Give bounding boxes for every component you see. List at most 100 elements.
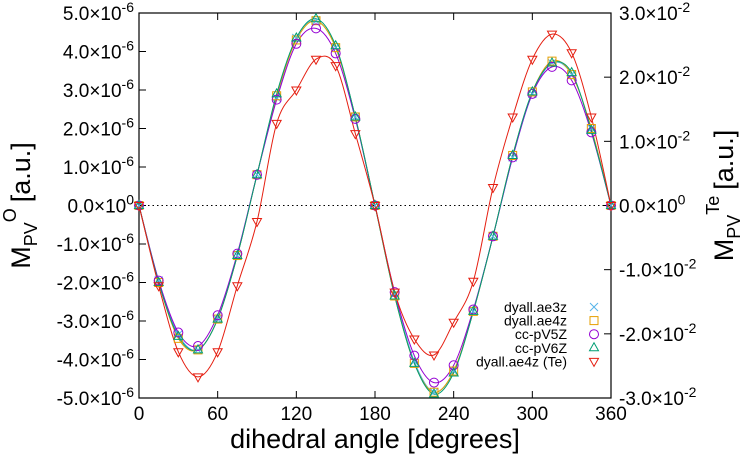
data-point-dyall-ae4z-te [290,86,302,97]
axis-label-unit: [a.u.] [6,142,36,202]
x-tick-label: 240 [438,404,470,425]
tick-times-ten: ×10 [645,197,677,218]
data-point-dyall-ae4z-te [133,202,145,212]
y-left-tick-label: 2.0×10-6 [63,115,134,141]
y-left-tick-label: -1.0×10-6 [57,230,135,256]
x-tick-label: 0 [134,404,145,425]
data-point-dyall-ae4z-te [153,282,165,292]
tick-times-ten: ×10 [645,68,677,89]
tick-times-ten: ×10 [89,4,121,25]
x-tick-label: 120 [280,404,312,425]
data-point-cc-pv5z [409,350,420,361]
tick-exponent: -2 [684,384,697,400]
axis-label-superscript: O [0,208,20,222]
data-point-dyall-ae4z-te [330,62,342,72]
data-point-cc-pv6z [290,32,302,42]
tick-mantissa: 2.0 [619,68,645,89]
tick-exponent: -6 [122,38,135,54]
data-point-cc-pv6z [408,357,420,367]
tick-exponent: 0 [126,192,134,208]
data-point-cc-pv6z [487,230,499,240]
data-point-dyall-ae4z-te [507,113,519,123]
legend-label-cc-pv5z: cc-pV5Z [515,326,568,342]
data-point-cc-pv5z [429,377,439,388]
data-point-dyall-ae4z-te [310,55,322,66]
data-point-cc-pv6z [192,343,204,354]
tick-exponent: -2 [684,256,697,272]
tick-mantissa: 2.0 [63,120,89,141]
data-point-cc-pv6z [330,39,342,50]
tick-times-ten: ×10 [94,197,126,218]
y-right-axis-label: MPVTe [a.u.] [703,130,744,262]
data-point-dyall-ae4z-te [271,119,283,130]
data-point-dyall-ae4z-te [192,373,204,383]
y-left-tick-label: -3.0×10-6 [57,307,135,333]
data-point-cc-pv6z [153,276,165,286]
tick-times-ten: ×10 [645,132,677,153]
data-point-cc-pv5z [271,94,282,105]
tick-times-ten: ×10 [89,351,121,372]
tick-exponent: -2 [678,127,691,143]
x-tick-label: 60 [207,404,228,425]
tick-times-ten: ×10 [89,43,121,64]
tick-mantissa: 4.0 [63,43,89,64]
y-left-tick-label: 3.0×10-6 [63,76,134,102]
tick-mantissa: 3.0 [63,81,89,102]
tick-mantissa: 1.0 [619,132,645,153]
tick-exponent: -2 [684,320,697,336]
data-point-cc-pv5z [448,360,459,371]
axis-label-unit: [a.u.] [709,130,739,190]
axis-label-main: M [709,239,739,262]
data-point-cc-pv6z [349,110,361,121]
data-point-dyall-ae4z-te [428,351,440,362]
data-point-dyall-ae4z-te [172,348,184,358]
legend-label-cc-pv6z: cc-pV6Z [515,340,568,356]
data-point-dyall-ae4z-te [212,348,224,358]
data-point-cc-pv6z [231,249,243,260]
data-point-dyall-ae4z-te [605,202,617,212]
y-left-axis-label: MPVO [a.u.] [0,142,41,269]
tick-mantissa: -5.0 [57,389,90,410]
y-left-tick-label: 1.0×10-6 [63,153,134,179]
tick-mantissa: -2.0 [619,325,652,346]
tick-exponent: -6 [122,153,135,169]
legend-marker-dyall-ae4z-te [588,357,600,368]
data-point-cc-pv6z [566,66,578,77]
legend-marker-dyall-ae4z [589,316,599,326]
tick-exponent: -6 [122,76,135,92]
data-point-cc-pv6z [172,330,184,340]
y-right-tick-label: 3.0×10-2 [619,0,690,25]
tick-times-ten: ×10 [89,235,121,256]
data-point-cc-pv5z [311,23,321,34]
data-point-dyall-ae4z-te [349,130,361,140]
tick-times-ten: ×10 [89,120,121,141]
tick-exponent: -6 [122,346,135,362]
data-point-dyall-ae4z-te [546,30,558,41]
tick-times-ten: ×10 [89,389,121,410]
data-point-cc-pv6z [585,124,597,134]
tick-times-ten: ×10 [89,274,121,295]
tick-exponent: -6 [122,0,135,15]
data-point-dyall-ae4z-te [448,318,460,329]
data-point-cc-pv5z [212,310,223,321]
tick-exponent: -6 [122,115,135,131]
data-point-cc-pv5z [173,327,184,338]
data-point-cc-pv5z [547,61,557,72]
data-point-dyall-ae4z-te [467,277,479,288]
data-point-cc-pv6z [448,366,460,377]
tick-exponent: -6 [122,230,135,246]
x-tick-label: 360 [595,404,627,425]
data-point-dyall-ae4z-te [487,184,499,194]
tick-times-ten: ×10 [652,325,684,346]
y-right-tick-label: -3.0×10-2 [619,384,697,410]
data-point-dyall-ae4z-te [369,202,381,212]
data-point-cc-pv6z [389,289,401,300]
y-left-tick-label: 5.0×10-6 [63,0,134,25]
tick-mantissa: 1.0 [63,158,89,179]
legend-marker-cc-pv6z [588,341,600,352]
tick-mantissa: 3.0 [619,4,645,25]
data-point-cc-pv6z [526,85,538,96]
y-right-tick-label: -1.0×10-2 [619,256,697,282]
tick-times-ten: ×10 [89,312,121,333]
